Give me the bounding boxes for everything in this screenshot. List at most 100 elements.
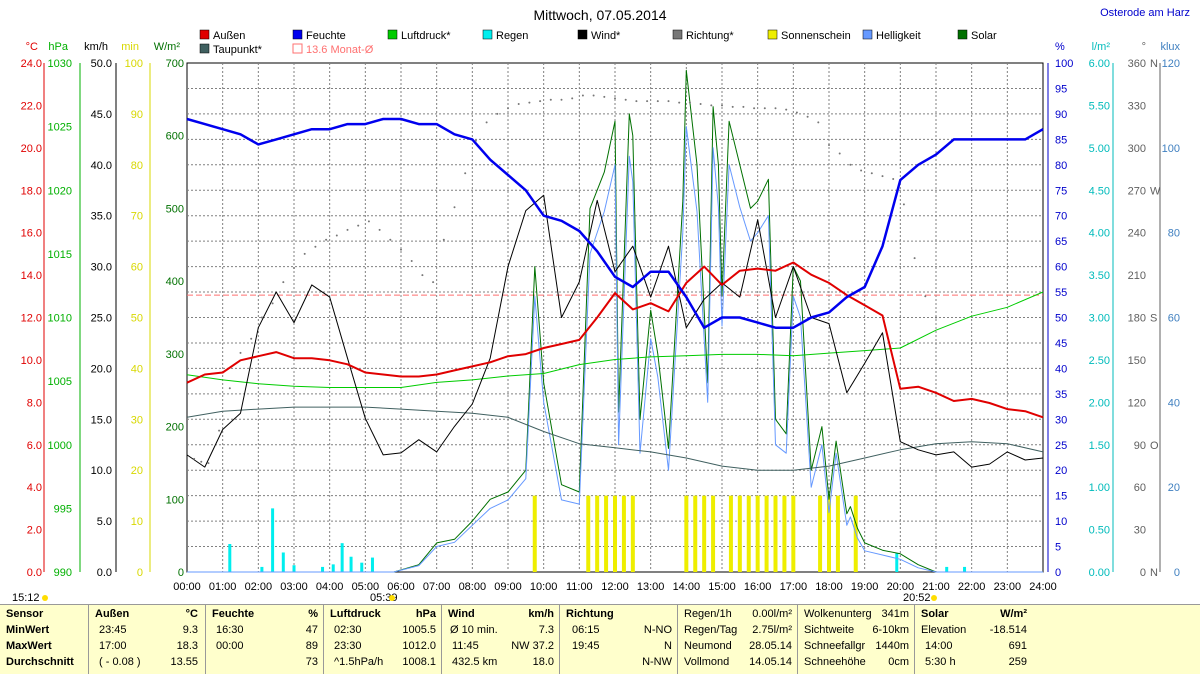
regen-tag-label: Regen/Tag — [684, 624, 738, 636]
right-axis-tick: 90 — [1055, 109, 1067, 121]
direction-point — [902, 203, 905, 206]
legend-swatch — [672, 29, 683, 40]
direction-point — [200, 460, 203, 463]
x-tick-label: 01:00 — [209, 581, 237, 593]
x-tick-label: 19:00 — [851, 581, 879, 593]
left-axis-tick: 25.0 — [91, 313, 112, 325]
left-axis-tick: 10.0 — [21, 355, 42, 367]
left-axis-tick: 700 — [166, 58, 184, 70]
left-axis-tick: 50.0 — [91, 58, 112, 70]
left-axis-tick: 0.0 — [27, 567, 42, 579]
x-tick-label: 21:00 — [922, 581, 950, 593]
vollmond-label: Vollmond — [684, 656, 730, 668]
schneefallgr-label: Schneefallgr — [804, 640, 866, 652]
right-axis-tick: 35 — [1055, 389, 1067, 401]
left-axis-tick: 30 — [131, 414, 143, 426]
sunshine-bar — [737, 495, 742, 572]
x-tick-label: 04:00 — [316, 581, 344, 593]
direction-point — [378, 228, 381, 231]
left-axis-tick: 600 — [166, 131, 184, 143]
stats-aussen: Außen °C 23:45 9.3 17:00 18.3 ( - 0.08 ) 13… — [88, 605, 206, 674]
wind-head: Wind — [448, 608, 475, 620]
richtung-avg-value: N-NW — [642, 656, 672, 668]
stats-feuchte: Feuchte % 16:30 47 00:00 89 73 — [205, 605, 324, 674]
wind-avg10-value: 7.3 — [538, 624, 554, 636]
right-axis-tick: 20 — [1055, 465, 1067, 477]
right-axis-tick: 2.50 — [1089, 355, 1110, 367]
direction-point — [592, 94, 595, 97]
wind-avg-value: 18.0 — [532, 656, 554, 668]
x-tick-label: 13:00 — [637, 581, 665, 593]
direction-point — [357, 224, 360, 227]
solar-max-value: 691 — [1008, 640, 1027, 652]
direction-point — [860, 169, 863, 172]
left-axis-tick: 8.0 — [27, 397, 42, 409]
sunshine-bar — [702, 495, 707, 572]
sunshine-bar — [782, 495, 787, 572]
sunshine-bar — [728, 495, 733, 572]
right-axis-tick: 95 — [1055, 83, 1067, 95]
luftdruck-max-time: 23:30 — [334, 640, 362, 652]
left-axis-tick: 24.0 — [21, 58, 42, 70]
wind-unit: km/h — [528, 608, 554, 620]
direction-point — [207, 462, 210, 465]
right-axis-tick: 30 — [1055, 414, 1067, 426]
x-tick-label: 03:00 — [280, 581, 308, 593]
right-axis-tick: 20 — [1168, 482, 1180, 494]
direction-point — [721, 104, 723, 107]
left-axis-tick: 1015 — [48, 249, 72, 261]
right-axis-unit: klux — [1160, 41, 1180, 53]
direction-point — [753, 107, 756, 110]
direction-point — [849, 163, 852, 166]
legend-label: Wind* — [591, 30, 621, 42]
direction-point — [346, 228, 349, 231]
schneehoehe-value: 0cm — [888, 656, 909, 668]
left-axis-tick: 20 — [131, 465, 143, 477]
right-axis-tick: 80 — [1055, 160, 1067, 172]
x-tick-label: 20:00 — [887, 581, 915, 593]
direction-point — [924, 295, 927, 298]
right-axis-tick: 5.50 — [1089, 100, 1110, 112]
schneefallgr-value: 1440m — [875, 640, 909, 652]
rain-bar — [331, 564, 335, 572]
direction-point — [688, 101, 691, 104]
stats-wolken: Wolkenunterg 341m Sichtweite 6-10km Schnee… — [797, 605, 915, 674]
elevation-label: Elevation — [921, 624, 967, 636]
series-line-solar — [187, 69, 1043, 573]
legend-swatch — [767, 29, 778, 40]
stats-wind: Wind km/h Ø 10 min. 7.3 11:45 NW 37.2 432.… — [441, 605, 560, 674]
direction-point — [539, 100, 542, 103]
feuchte-min-time: 16:30 — [216, 624, 244, 636]
right-axis-tick: 180 — [1128, 313, 1146, 325]
direction-point — [389, 238, 392, 241]
legend-label: Richtung* — [686, 30, 734, 42]
sunshine-bar — [818, 495, 823, 572]
left-axis-tick: 70 — [131, 211, 143, 223]
direction-point — [785, 108, 788, 111]
x-tick-label: 22:00 — [958, 581, 986, 593]
right-axis-tick: 25 — [1055, 440, 1067, 452]
wind-max-value: NW 37.2 — [511, 640, 554, 652]
sunshine-bar — [604, 495, 609, 572]
sunshine-bar — [773, 495, 778, 572]
sunshine-bar — [684, 495, 689, 572]
x-tick-label: 17:00 — [780, 581, 808, 593]
right-axis-tick: 60 — [1168, 313, 1180, 325]
sunrise-icon — [389, 595, 395, 601]
luftdruck-trend: ^1.5hPa/h — [334, 656, 384, 668]
left-axis-tick: 1010 — [48, 313, 72, 325]
legend-swatch — [199, 43, 210, 54]
regen-tag-value: 2.75l/m² — [752, 624, 792, 636]
direction-point — [838, 152, 841, 155]
direction-point — [485, 121, 488, 124]
left-axis-tick: 2.0 — [27, 525, 42, 537]
sunrise-label: 05:39 — [370, 592, 398, 604]
legend-label: 13.6 Monat-Ø — [306, 44, 374, 56]
left-axis-tick: 100 — [166, 494, 184, 506]
luftdruck-min-time: 02:30 — [334, 624, 362, 636]
left-axis-tick: 16.0 — [21, 228, 42, 240]
direction-point — [293, 267, 295, 270]
x-tick-label: 02:00 — [245, 581, 273, 593]
direction-point — [464, 172, 467, 175]
direction-point — [656, 100, 659, 103]
